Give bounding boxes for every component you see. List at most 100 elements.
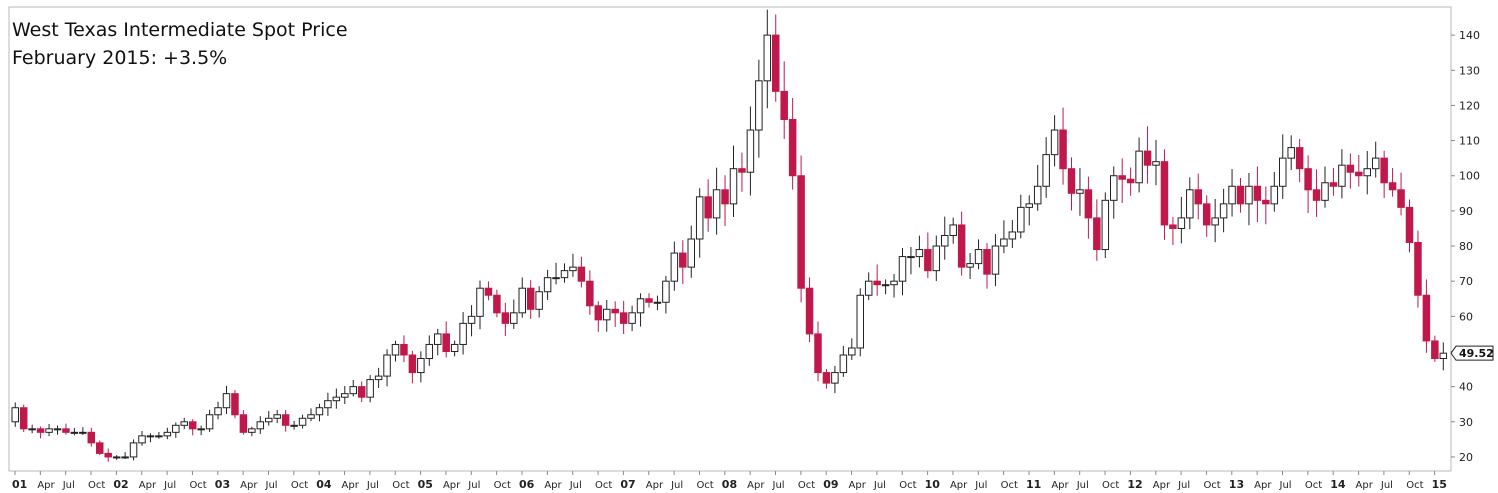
- x-tick-label: 06: [519, 478, 535, 491]
- candle-body: [298, 417, 307, 426]
- candle-body: [932, 245, 941, 272]
- candle-body: [552, 277, 560, 280]
- x-tick-label: Jul: [265, 480, 278, 491]
- candle-body: [1388, 182, 1397, 191]
- candle-body: [662, 280, 670, 303]
- y-tick-label: 120: [1459, 99, 1480, 112]
- candle-body: [1253, 185, 1262, 201]
- x-tick-label: Oct: [291, 480, 308, 491]
- y-axis: 2030405060708090100110120130140: [1451, 29, 1480, 464]
- candle-body: [611, 308, 619, 314]
- x-tick-label: 01: [12, 478, 27, 491]
- candle-body: [248, 428, 256, 433]
- candle-body: [991, 245, 1000, 275]
- x-tick-label: Jul: [163, 480, 176, 491]
- candle-body: [400, 343, 408, 356]
- candle-body: [1202, 203, 1211, 226]
- x-tick-label: Jul: [62, 480, 75, 491]
- x-tick-label: Jul: [1076, 480, 1089, 491]
- x-tick-label: Jul: [366, 480, 379, 491]
- last-value-badge: 49.52: [1450, 345, 1494, 361]
- candle-body: [805, 287, 814, 335]
- candle-body: [188, 421, 197, 430]
- x-tick-label: Jul: [1279, 480, 1292, 491]
- candle-body: [670, 252, 679, 282]
- candle-body: [256, 421, 265, 430]
- candle-body: [797, 175, 805, 289]
- y-tick-label: 110: [1459, 135, 1480, 148]
- candle-body: [1321, 182, 1329, 201]
- candle-body: [645, 298, 653, 303]
- candle-body: [11, 407, 19, 423]
- candle-body: [763, 34, 772, 82]
- x-tick-label: Apr: [1254, 480, 1272, 491]
- candle-body: [619, 312, 628, 324]
- x-tick-label: Oct: [189, 480, 206, 491]
- x-tick-label: Jul: [1380, 480, 1393, 491]
- candle-body: [62, 428, 70, 433]
- last-value-label: 49.52: [1459, 347, 1494, 360]
- candle-body: [974, 249, 983, 265]
- candle-body: [1304, 168, 1312, 191]
- candle-body: [526, 287, 535, 310]
- candle-body: [848, 347, 856, 356]
- y-tick-label: 30: [1459, 416, 1473, 429]
- candle-body: [290, 424, 298, 427]
- candle-body: [1414, 242, 1422, 296]
- x-tick-label: Jul: [974, 480, 987, 491]
- candle-body: [1279, 157, 1287, 187]
- candle-body: [755, 80, 763, 131]
- x-tick-label: 15: [1432, 478, 1447, 491]
- candle-body: [949, 224, 957, 236]
- x-tick-label: Oct: [696, 480, 713, 491]
- candle-body: [543, 277, 552, 293]
- candle-body: [408, 354, 417, 374]
- x-tick-label: Jul: [873, 480, 886, 491]
- candle-body: [1422, 294, 1431, 342]
- candle-body: [1431, 340, 1439, 360]
- y-tick-label: 20: [1459, 451, 1473, 464]
- candle-body: [746, 129, 755, 173]
- candle-body: [577, 266, 586, 282]
- candle-body: [79, 431, 87, 434]
- candle-body: [1338, 164, 1346, 187]
- candle-body: [459, 322, 467, 345]
- candle-body: [1329, 182, 1338, 187]
- x-tick-label: 08: [722, 478, 737, 491]
- candle-body: [163, 431, 172, 437]
- candle-body: [839, 354, 848, 374]
- candle-body: [87, 431, 96, 444]
- candle-body: [324, 400, 332, 409]
- candle-body: [1118, 175, 1126, 180]
- x-tick-label: Oct: [392, 480, 409, 491]
- candle-body: [1371, 157, 1380, 170]
- candle-body: [417, 358, 425, 374]
- candle-body: [560, 270, 569, 279]
- candle-body: [704, 196, 712, 219]
- candle-body: [45, 428, 53, 433]
- candle-body: [653, 301, 662, 304]
- candle-body: [881, 284, 890, 287]
- x-tick-label: 11: [1026, 478, 1041, 491]
- candle-body: [28, 428, 36, 431]
- candle-body: [1169, 224, 1177, 229]
- x-tick-label: Apr: [950, 480, 968, 491]
- candle-body: [1236, 185, 1245, 205]
- candle-body: [814, 333, 822, 374]
- candle-body: [1101, 199, 1110, 251]
- x-tick-label: Apr: [443, 480, 461, 491]
- candle-body: [1059, 129, 1067, 170]
- candle-body: [983, 249, 991, 275]
- y-tick-label: 130: [1459, 64, 1480, 77]
- candle-body: [493, 294, 501, 314]
- x-tick-label: 09: [823, 478, 838, 491]
- x-tick-label: Apr: [240, 480, 258, 491]
- candle-body: [1033, 185, 1042, 205]
- y-tick-label: 100: [1459, 170, 1480, 183]
- candle-body: [442, 333, 450, 352]
- candle-body: [1076, 189, 1084, 194]
- candle-body: [129, 442, 138, 458]
- x-tick-label: 12: [1127, 478, 1142, 491]
- x-tick-label: Jul: [467, 480, 480, 491]
